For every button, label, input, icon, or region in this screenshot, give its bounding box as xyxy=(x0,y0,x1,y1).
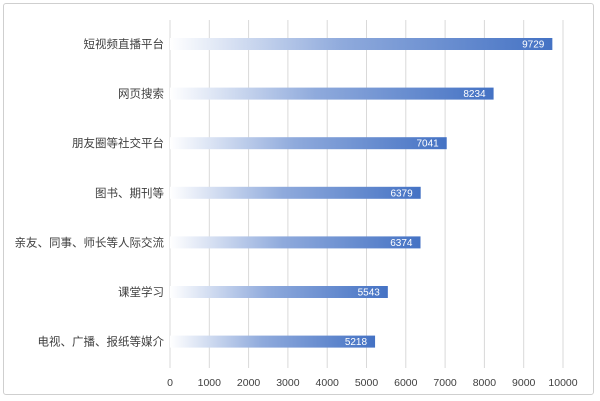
bar-value-label: 5218 xyxy=(345,337,368,348)
category-label: 亲友、同事、师长等人际交流 xyxy=(15,235,165,249)
x-tick-label: 2000 xyxy=(237,377,261,389)
x-tick-label: 5000 xyxy=(355,377,379,389)
bar xyxy=(170,87,494,100)
bar-value-label: 6379 xyxy=(390,188,413,199)
bar xyxy=(170,335,376,348)
gridlines xyxy=(169,20,564,368)
bar-value-label: 7041 xyxy=(416,139,439,150)
category-label: 图书、期刊等 xyxy=(95,186,164,200)
bar-value-label: 8234 xyxy=(463,89,486,100)
category-label: 网页搜索 xyxy=(118,87,164,101)
x-tick-label: 9000 xyxy=(512,377,536,389)
bar xyxy=(170,186,421,199)
x-tick-label: 3000 xyxy=(276,377,300,389)
category-label: 课堂学习 xyxy=(118,285,164,299)
category-labels: 短视频直播平台网页搜索朋友圈等社交平台图书、期刊等亲友、同事、师长等人际交流课堂… xyxy=(15,37,165,349)
category-label: 朋友圈等社交平台 xyxy=(72,136,164,150)
x-axis-tick-labels: 0 1000 2000 3000 4000 5000 6000 7000 8000 9000 100… xyxy=(167,377,578,389)
bar xyxy=(170,137,447,150)
bar-value-label: 9729 xyxy=(522,40,545,51)
bar xyxy=(170,286,388,298)
category-label: 短视频直播平台 xyxy=(84,37,165,51)
x-tick-label: 10000 xyxy=(548,377,577,389)
bar xyxy=(170,38,553,50)
bar-value-label: 6374 xyxy=(390,238,413,249)
x-tick-label: 4000 xyxy=(316,377,340,389)
x-tick-label: 8000 xyxy=(473,377,497,389)
bars-group: 9729 8234 7041 6379 6374 5543 5218 xyxy=(170,38,553,348)
x-tick-label: 7000 xyxy=(433,377,457,389)
x-tick-label: 0 xyxy=(167,377,173,389)
bar xyxy=(170,236,421,249)
x-tick-label: 1000 xyxy=(198,377,222,389)
category-label: 电视、广播、报纸等媒介 xyxy=(38,335,165,349)
chart-frame xyxy=(3,3,594,395)
x-tick-label: 6000 xyxy=(394,377,418,389)
bar-value-label: 5543 xyxy=(358,288,381,299)
